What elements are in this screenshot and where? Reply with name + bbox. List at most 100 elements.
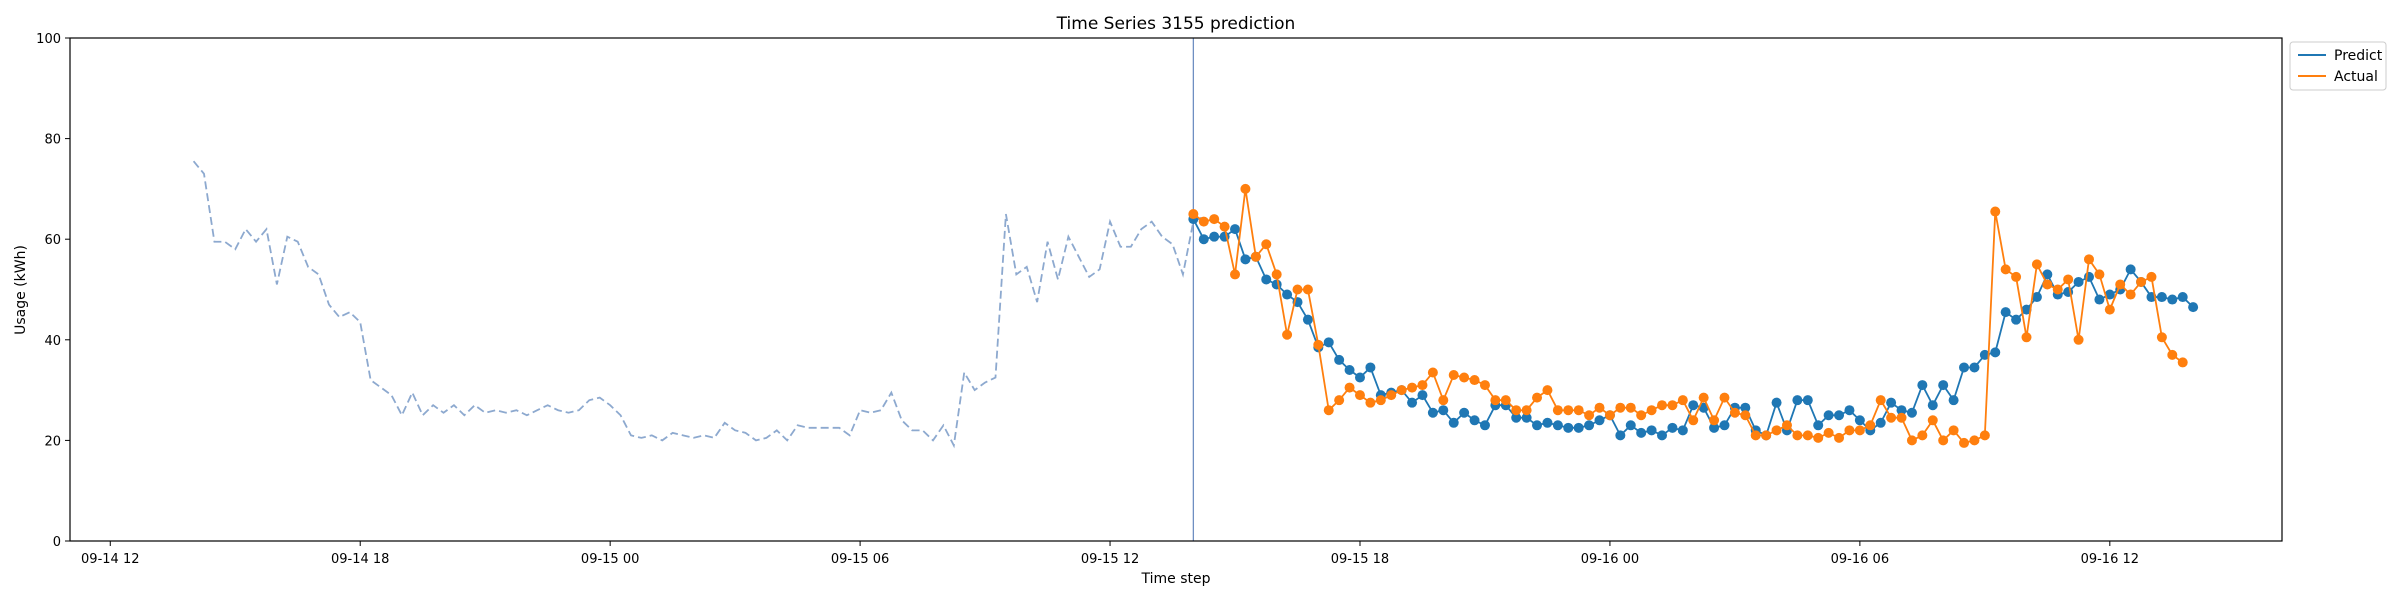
actual-point: [1250, 251, 1261, 262]
predict-point: [1990, 347, 2001, 358]
plot-frame: [69, 37, 2283, 542]
predict-point: [1615, 430, 1626, 441]
y-tick-label: 0: [53, 535, 61, 550]
actual-point: [1969, 435, 1980, 446]
predict-point: [1334, 354, 1345, 365]
predict-point: [1552, 420, 1563, 431]
actual-point: [1344, 382, 1355, 393]
actual-point: [1521, 405, 1532, 416]
actual-point: [1844, 425, 1855, 436]
predict-point: [1344, 364, 1355, 375]
actual-point: [1479, 380, 1490, 391]
actual-point: [1657, 400, 1668, 411]
actual-point: [1188, 209, 1199, 220]
predict-point: [1511, 412, 1522, 423]
predict-point: [1771, 397, 1782, 408]
actual-point: [1396, 385, 1407, 396]
predict-point: [1979, 349, 1990, 360]
predict-point: [1823, 410, 1834, 421]
actual-point: [1823, 427, 1834, 438]
predict-point: [2156, 292, 2167, 303]
actual-point: [2083, 254, 2094, 265]
predict-point: [1688, 400, 1699, 411]
y-axis: 0 20 40 60 80 100: [36, 32, 70, 550]
x-tick-label: 09-15 06: [831, 552, 889, 567]
y-tick-label: 100: [36, 32, 61, 47]
predict-point: [2125, 264, 2136, 275]
predict-point: [2011, 314, 2022, 325]
predict-point: [1427, 407, 1438, 418]
predict-point: [1479, 420, 1490, 431]
legend: Predict Actual: [2289, 41, 2387, 91]
actual-point: [1417, 380, 1428, 391]
actual-point: [1532, 392, 1543, 403]
predict-point: [2021, 304, 2032, 315]
predict-point: [1209, 231, 1220, 242]
y-tick-label: 80: [44, 133, 61, 148]
actual-point: [1427, 367, 1438, 378]
predict-point: [2042, 269, 2053, 280]
actual-point: [1740, 410, 1751, 421]
actual-point: [1354, 390, 1365, 401]
actual-point: [1677, 395, 1688, 406]
predict-point: [1584, 420, 1595, 431]
x-tick-label: 09-15 18: [1331, 552, 1389, 567]
actual-point: [1209, 214, 1220, 225]
actual-point: [2042, 279, 2053, 290]
predict-point: [1917, 380, 1928, 391]
actual-point: [1302, 284, 1313, 295]
actual-point: [1917, 430, 1928, 441]
actual-point: [1761, 430, 1772, 441]
actual-point: [1282, 329, 1293, 340]
actual-point: [1750, 430, 1761, 441]
predict-point: [1854, 415, 1865, 426]
actual-point: [1552, 405, 1563, 416]
predict-point: [2094, 294, 2105, 305]
actual-point: [2052, 284, 2063, 295]
predict-point: [2167, 294, 2178, 305]
actual-point: [1886, 412, 1897, 423]
actual-point: [1698, 392, 1709, 403]
actual-point: [1906, 435, 1917, 446]
actual-point: [1594, 402, 1605, 413]
predict-point: [1667, 422, 1678, 433]
predict-point: [1365, 362, 1376, 373]
actual-point: [2073, 334, 2084, 345]
actual-point: [2125, 289, 2136, 300]
predict-point: [1938, 380, 1949, 391]
predict-point: [1230, 224, 1241, 235]
x-tick-label: 09-16 00: [1581, 552, 1639, 567]
actual-point: [1240, 183, 1251, 194]
actual-point: [2167, 349, 2178, 360]
predict-point: [1875, 417, 1886, 428]
predict-point: [1886, 397, 1897, 408]
predict-point: [2000, 307, 2011, 318]
predict-point: [2177, 292, 2188, 303]
actual-point: [2000, 264, 2011, 275]
predict-point: [2031, 292, 2042, 303]
predict-point: [1282, 289, 1293, 300]
y-tick-label: 20: [44, 434, 61, 449]
actual-point: [1927, 415, 1938, 426]
actual-point: [1792, 430, 1803, 441]
legend-label-predict: Predict: [2334, 48, 2383, 64]
predict-point: [1573, 422, 1584, 433]
predict-point: [1969, 362, 1980, 373]
predict-point: [1927, 400, 1938, 411]
actual-point: [1636, 410, 1647, 421]
predict-point: [1323, 337, 1334, 348]
predict-point: [1906, 407, 1917, 418]
predict-point: [1636, 427, 1647, 438]
actual-point: [1375, 395, 1386, 406]
predict-point: [1959, 362, 1970, 373]
predict-point: [1948, 395, 1959, 406]
predict-point: [1354, 372, 1365, 383]
predict-point: [1198, 234, 1209, 245]
chart-title: Time Series 3155 prediction: [1056, 14, 1296, 34]
predict-point: [1802, 395, 1813, 406]
actual-point: [1854, 425, 1865, 436]
actual-point: [2136, 276, 2147, 287]
actual-point: [1781, 420, 1792, 431]
actual-point: [1938, 435, 1949, 446]
